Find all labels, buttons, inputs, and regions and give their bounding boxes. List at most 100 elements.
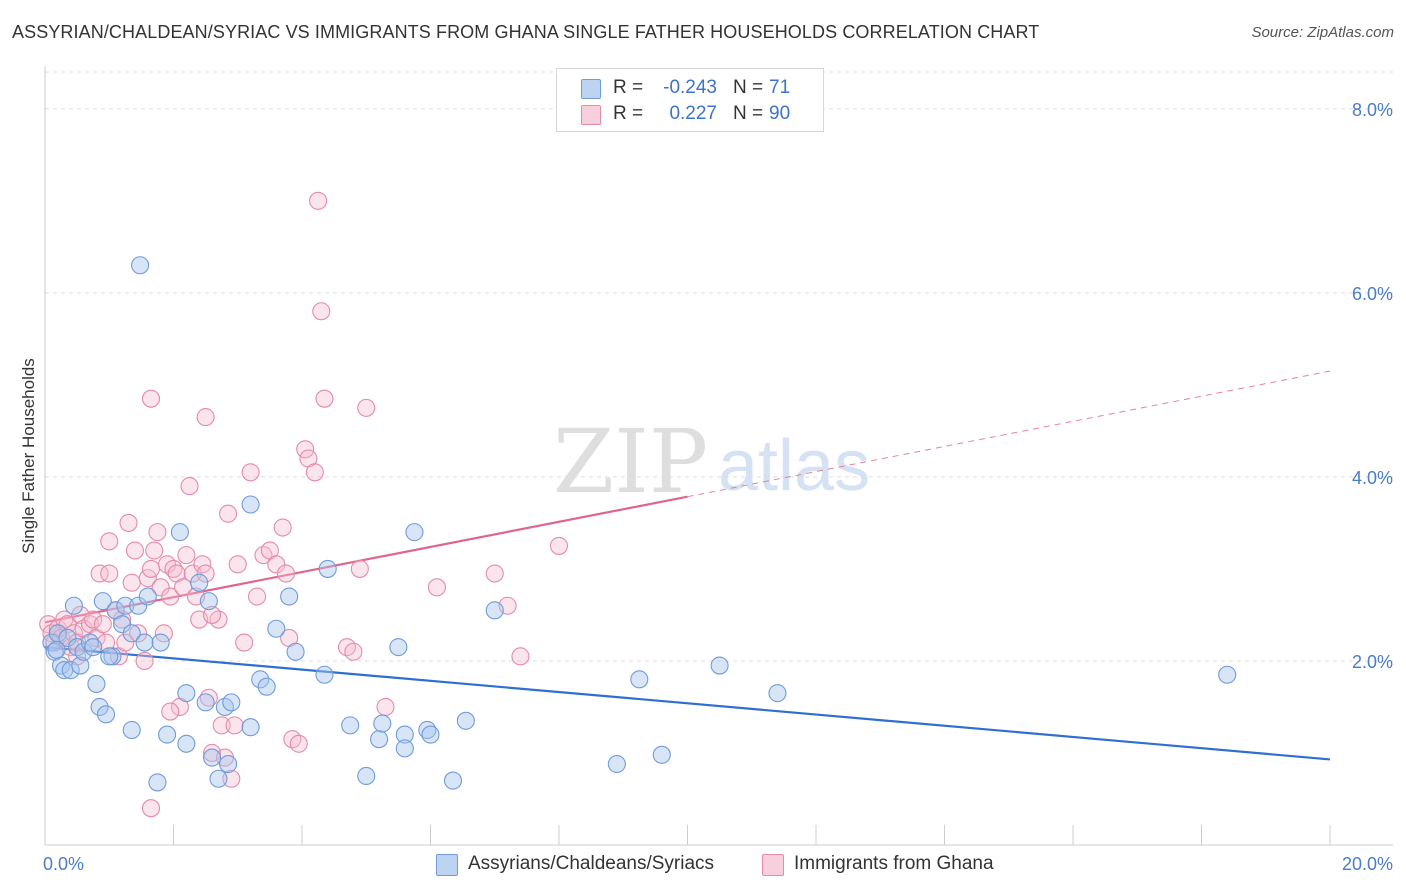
point-assyrians bbox=[443, 771, 463, 790]
point-ghana bbox=[203, 605, 222, 624]
point-ghana bbox=[228, 555, 247, 574]
point-ghana bbox=[209, 610, 228, 629]
point-ghana bbox=[119, 513, 138, 532]
point-ghana bbox=[84, 610, 103, 629]
legend-swatch-pink bbox=[581, 105, 601, 125]
point-ghana bbox=[196, 564, 215, 583]
point-ghana bbox=[376, 697, 395, 717]
y-tick-label: 6.0% bbox=[1352, 284, 1393, 304]
point-assyrians bbox=[341, 716, 360, 735]
point-assyrians bbox=[357, 766, 376, 786]
point-assyrians bbox=[607, 754, 626, 774]
point-assyrians bbox=[373, 714, 392, 733]
point-assyrians bbox=[58, 628, 77, 647]
point-ghana bbox=[254, 546, 273, 565]
series-swatch-blue bbox=[436, 854, 458, 876]
zipatlas-watermark: ZIP atlas bbox=[553, 410, 870, 513]
point-assyrians bbox=[652, 745, 671, 764]
point-ghana bbox=[100, 564, 119, 583]
point-ghana bbox=[148, 523, 167, 542]
point-assyrians bbox=[100, 647, 119, 666]
point-assyrians bbox=[421, 725, 440, 744]
point-assyrians bbox=[90, 697, 109, 717]
point-ghana bbox=[113, 610, 132, 629]
point-ghana bbox=[267, 555, 286, 574]
point-assyrians bbox=[710, 656, 729, 675]
point-assyrians bbox=[129, 596, 148, 615]
point-assyrians bbox=[138, 587, 157, 606]
legend-n-label: N = bbox=[733, 77, 764, 98]
x-tick-label: 0.0% bbox=[43, 854, 84, 874]
point-assyrians bbox=[395, 725, 414, 744]
point-assyrians bbox=[286, 642, 305, 661]
point-assyrians bbox=[74, 642, 93, 661]
point-assyrians bbox=[318, 559, 337, 578]
legend-r-label: R = bbox=[613, 77, 644, 98]
point-ghana bbox=[161, 702, 180, 721]
point-ghana bbox=[177, 546, 196, 565]
point-assyrians bbox=[241, 718, 260, 737]
x-tick-label: 20.0% bbox=[1342, 854, 1393, 874]
point-assyrians bbox=[151, 633, 170, 652]
point-ghana bbox=[222, 769, 241, 788]
watermark-zip: ZIP bbox=[553, 410, 708, 513]
point-assyrians bbox=[196, 693, 215, 712]
point-ghana bbox=[511, 647, 530, 666]
point-ghana bbox=[141, 559, 161, 578]
point-ghana bbox=[225, 716, 244, 735]
point-ghana bbox=[196, 408, 215, 427]
chart-title: ASSYRIAN/CHALDEAN/SYRIAC VS IMMIGRANTS F… bbox=[12, 22, 1040, 42]
point-ghana bbox=[212, 716, 231, 735]
point-assyrians bbox=[251, 670, 270, 689]
legend-row-ghana: R = 0.227 N = 90 bbox=[557, 101, 823, 127]
series-legend: Assyrians/Chaldeans/Syriacs Immigrants f… bbox=[0, 852, 1406, 878]
point-assyrians bbox=[113, 615, 132, 634]
point-ghana bbox=[90, 564, 109, 583]
point-assyrians bbox=[215, 697, 234, 717]
point-assyrians bbox=[170, 523, 189, 542]
point-ghana bbox=[151, 578, 170, 597]
point-assyrians bbox=[148, 773, 167, 792]
point-assyrians bbox=[135, 633, 154, 652]
point-ghana bbox=[141, 799, 161, 818]
point-ghana bbox=[305, 463, 324, 482]
point-assyrians bbox=[389, 638, 408, 657]
point-ghana bbox=[485, 564, 504, 583]
point-ghana bbox=[100, 532, 119, 551]
point-ghana bbox=[129, 624, 148, 643]
point-ghana bbox=[145, 541, 164, 560]
point-ghana bbox=[315, 389, 334, 408]
point-ghana bbox=[235, 633, 254, 652]
point-assyrians bbox=[96, 705, 116, 724]
point-ghana bbox=[549, 536, 569, 555]
point-assyrians bbox=[1218, 665, 1237, 684]
point-ghana bbox=[122, 573, 141, 592]
point-ghana bbox=[350, 559, 369, 578]
legend-n-label: N = bbox=[733, 103, 764, 124]
point-ghana bbox=[180, 477, 199, 496]
point-ghana bbox=[283, 730, 302, 749]
y-tick-label: 8.0% bbox=[1352, 100, 1393, 120]
point-assyrians bbox=[47, 640, 66, 659]
point-assyrians bbox=[209, 769, 228, 788]
point-assyrians bbox=[61, 661, 80, 680]
legend-row-assyrians: R = -0.243 N = 71 bbox=[557, 75, 823, 101]
point-ghana bbox=[427, 578, 446, 597]
trendline-ghana-solid bbox=[44, 495, 688, 624]
point-ghana bbox=[357, 398, 376, 417]
point-ghana bbox=[93, 615, 112, 634]
point-ghana bbox=[125, 541, 144, 560]
trendlines bbox=[44, 370, 1331, 761]
y-tick-label: 2.0% bbox=[1352, 652, 1393, 672]
point-assyrians bbox=[84, 638, 103, 657]
point-assyrians bbox=[456, 711, 475, 730]
point-ghana bbox=[289, 734, 308, 753]
point-assyrians bbox=[203, 748, 222, 767]
point-ghana bbox=[183, 564, 202, 583]
point-assyrians bbox=[280, 587, 299, 606]
point-assyrians bbox=[199, 592, 218, 611]
point-ghana bbox=[273, 518, 292, 537]
point-ghana bbox=[219, 504, 238, 523]
point-assyrians bbox=[122, 624, 141, 643]
